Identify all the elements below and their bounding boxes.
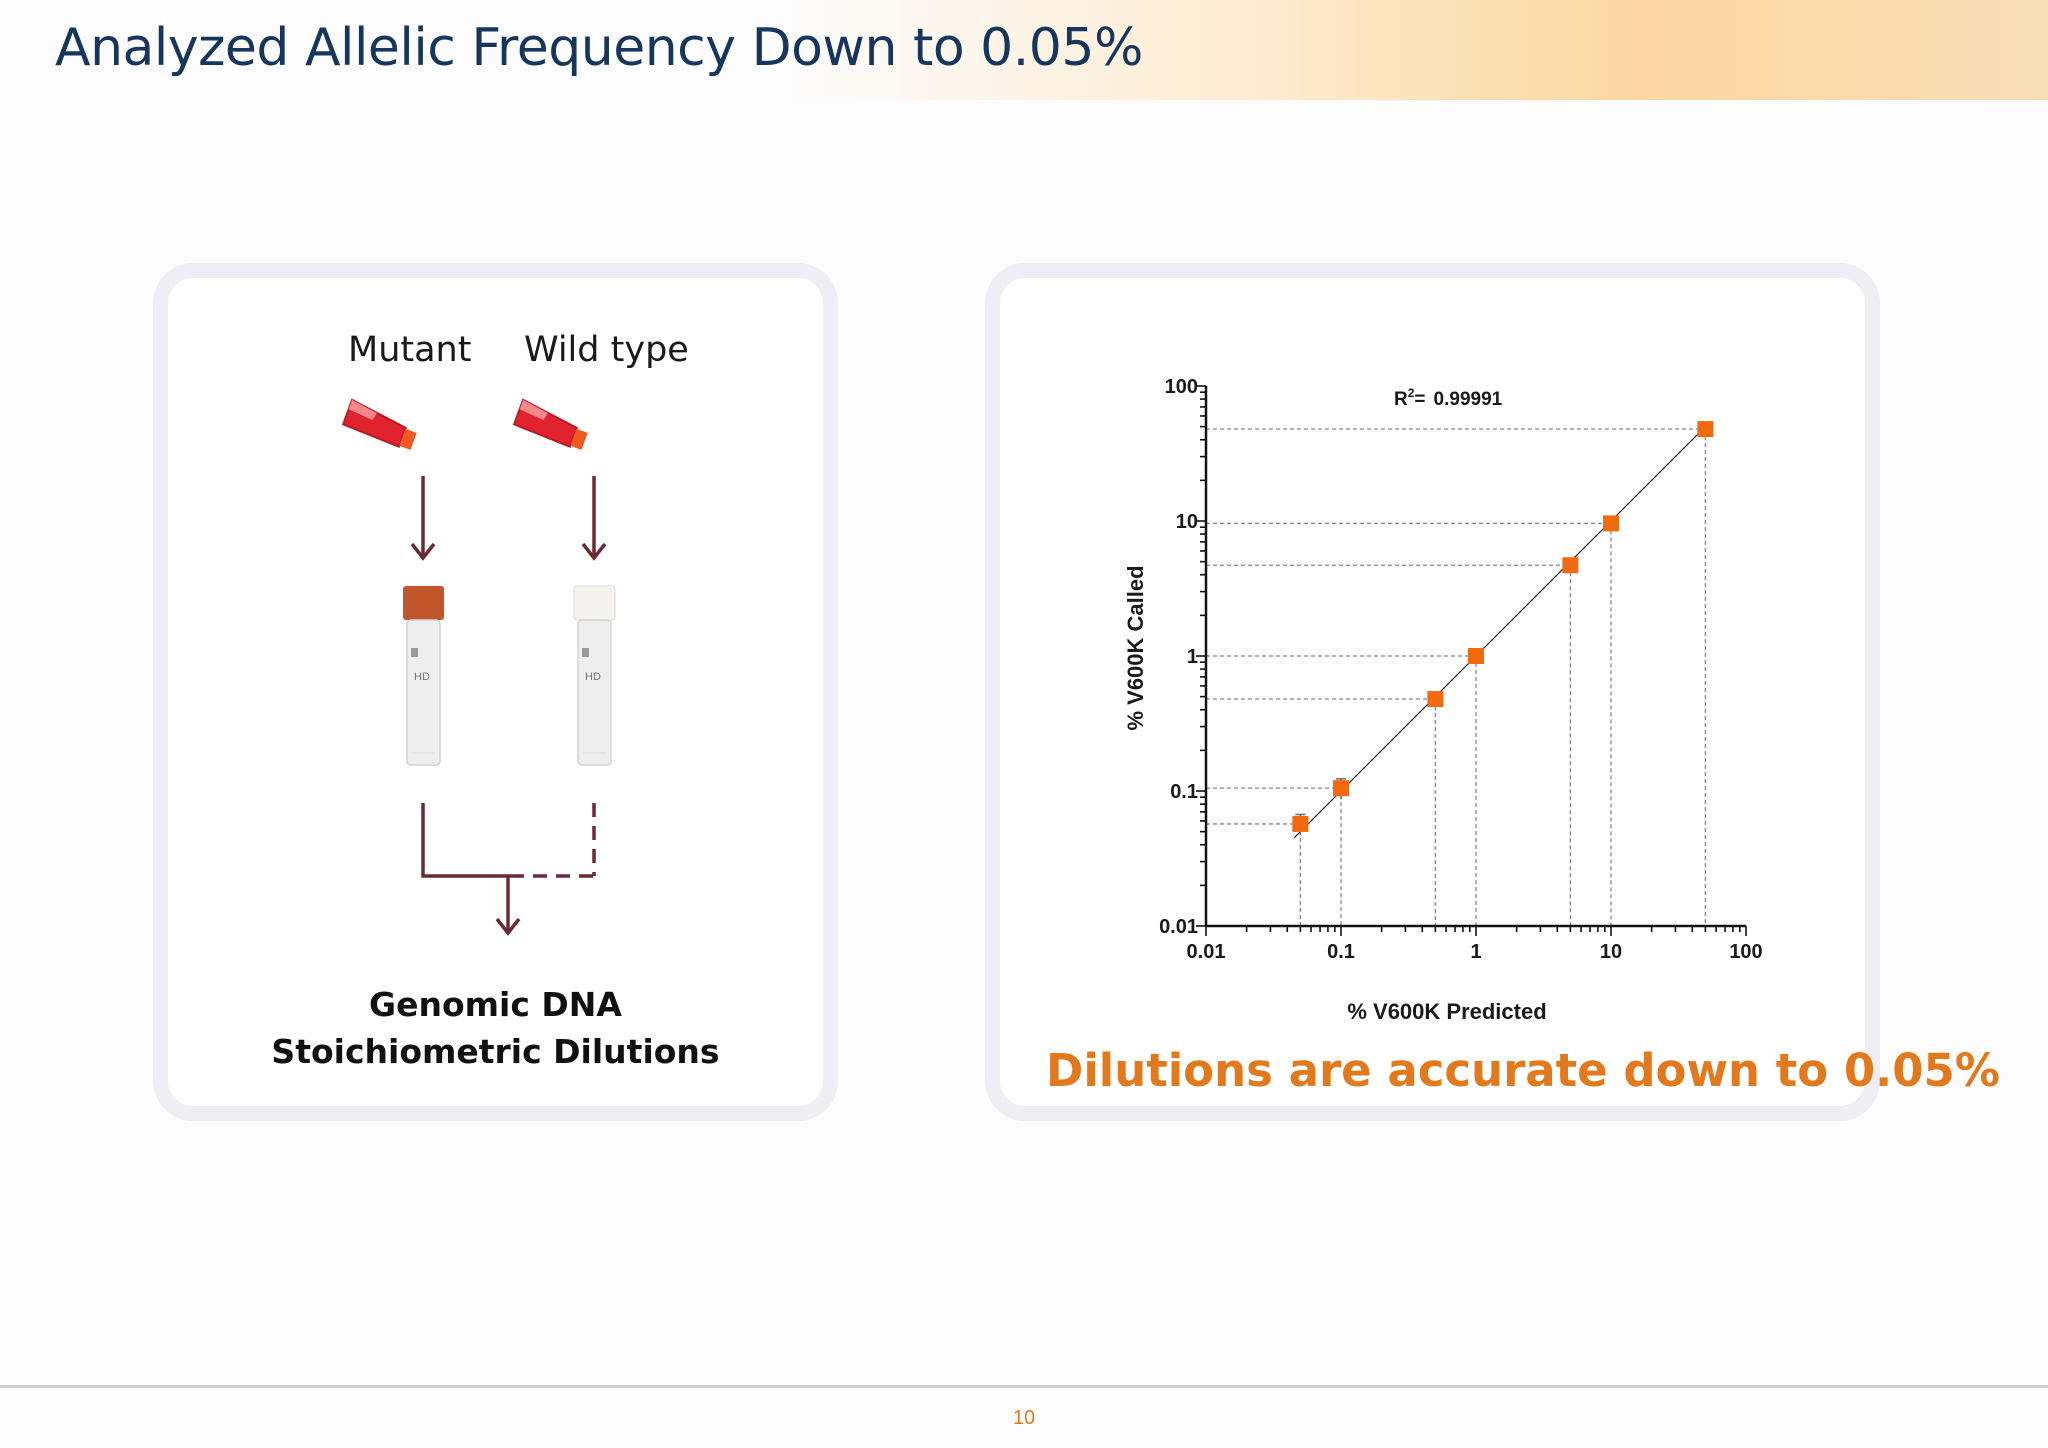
caption-line1: Genomic DNA: [369, 985, 622, 1024]
r2-value: 0.99991: [1434, 389, 1503, 410]
y-tick-label: 100: [1165, 376, 1198, 398]
mutant-down-arrow-icon: [410, 476, 436, 561]
y-tick-label: 1: [1187, 646, 1198, 668]
wildtype-tube-icon: HD: [573, 585, 616, 766]
chart-panel: 0.01 0.1 1 10 100 100 10 1 0.1 0.01 % V600K Calle…: [985, 263, 1880, 1121]
r2-annotation: R2= 0.99991: [1394, 386, 1503, 410]
scatter-chart: 0.01 0.1 1 10 100 100 10 1 0.1 0.01 % V600K Calle…: [1123, 376, 1763, 1024]
data-point: [1468, 648, 1484, 664]
accuracy-note: Dilutions are accurate down to 0.05%: [1046, 1044, 2000, 1097]
header-band: [0, 0, 2048, 100]
wildtype-down-arrow-icon: [581, 476, 607, 561]
r2-label: R: [1394, 389, 1408, 410]
y-tick-label: 0.01: [1159, 916, 1198, 938]
r2-equals: =: [1414, 389, 1425, 410]
x-tick-label: 0.01: [1187, 941, 1226, 963]
mutant-tube-icon: HD: [403, 586, 444, 766]
wildtype-label: Wild type: [524, 330, 689, 370]
page-number: 10: [1012, 1407, 1036, 1429]
mutant-tube-code: HD: [414, 671, 430, 683]
x-tick-label: 100: [1729, 941, 1762, 963]
footer-divider: [0, 1385, 2048, 1388]
data-point: [1697, 421, 1714, 438]
y-axis-label: % V600K Called: [1123, 565, 1148, 730]
r2-superscript: 2: [1408, 386, 1415, 400]
mutant-flask-icon: [341, 398, 417, 450]
mutant-label: Mutant: [348, 330, 472, 370]
y-tick-label: 10: [1176, 511, 1198, 533]
data-point: [1427, 691, 1444, 708]
merge-connector: [421, 803, 596, 936]
chart-axes: 0.01 0.1 1 10 100 100 10 1 0.1 0.01: [1159, 376, 1763, 963]
slide-title: Analyzed Allelic Frequency Down to 0.05%: [55, 18, 1143, 78]
x-tick-label: 1: [1470, 941, 1481, 963]
x-tick-label: 10: [1600, 941, 1622, 963]
guide-lines: [1206, 428, 1707, 926]
wildtype-flask-icon: [512, 398, 588, 450]
workflow-diagram: HD HD: [341, 398, 616, 936]
workflow-panel: Mutant Wild type HD: [153, 263, 838, 1121]
caption-line2: Stoichiometric Dilutions: [271, 1032, 720, 1071]
data-points: [1292, 421, 1714, 836]
data-point: [1562, 557, 1579, 574]
data-point: [1333, 780, 1349, 797]
wildtype-tube-code: HD: [585, 671, 601, 683]
x-axis-label: % V600K Predicted: [1347, 999, 1546, 1024]
x-tick-label: 0.1: [1327, 941, 1355, 963]
y-tick-label: 0.1: [1170, 781, 1198, 803]
data-point: [1292, 815, 1309, 832]
fit-line: [1293, 420, 1712, 839]
data-point: [1603, 515, 1619, 532]
